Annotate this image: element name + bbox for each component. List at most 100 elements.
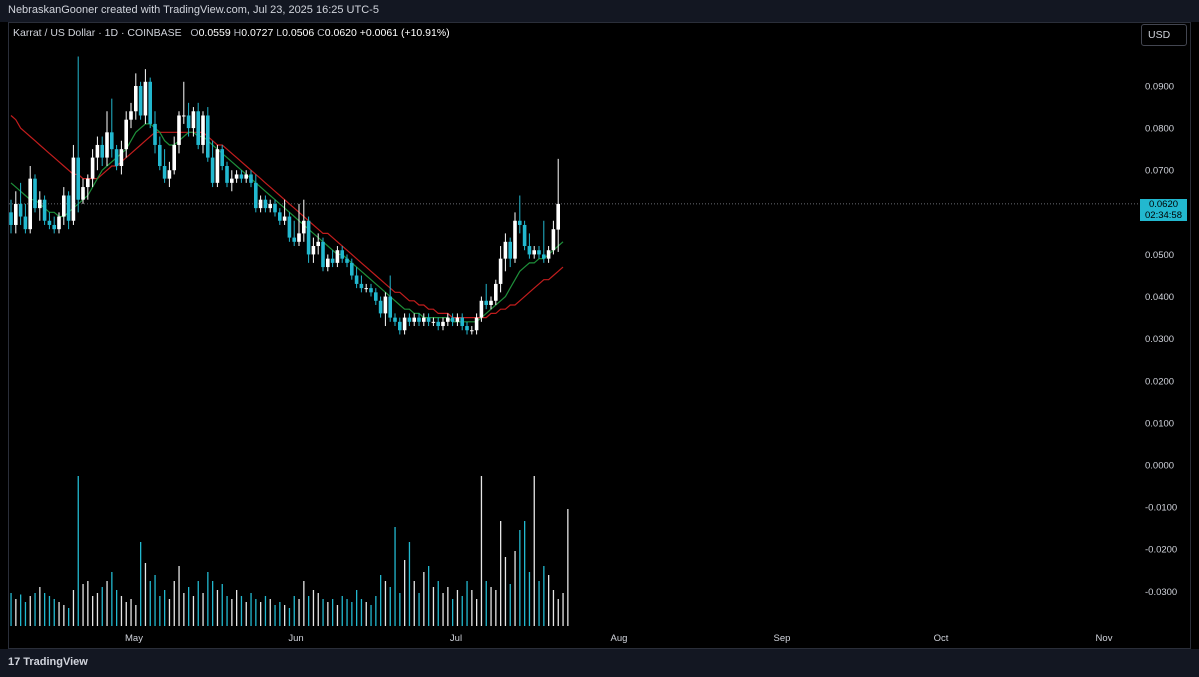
volume-bar [221, 584, 223, 626]
volume-bar [504, 557, 507, 626]
candle-body [326, 258, 330, 268]
candle-body [249, 174, 253, 183]
candle-body [374, 292, 378, 301]
volume-bar [514, 551, 516, 626]
candle-body [52, 224, 56, 230]
volume-bar [394, 527, 396, 626]
candle-body [393, 317, 397, 322]
volume-bar [456, 590, 459, 626]
high-label: H [233, 27, 242, 39]
tradingview-logo[interactable]: 17 TradingView [8, 656, 88, 668]
volume-bar [312, 590, 315, 626]
low-label: L [276, 27, 283, 39]
candle-body [143, 81, 148, 116]
volume-bar [274, 605, 276, 626]
volume-bar [500, 521, 502, 626]
candle-body [76, 157, 80, 200]
volume-bar [346, 599, 348, 626]
candle-body [369, 288, 373, 293]
volume-bar [130, 599, 132, 626]
tradingview-brand: TradingView [23, 656, 88, 668]
volume-bar [327, 602, 329, 626]
candle-body [119, 149, 124, 167]
candle-body [460, 317, 464, 327]
volume-bar [528, 572, 531, 626]
close-value: 0.0620 [324, 27, 357, 39]
volume-bar [250, 593, 252, 626]
volume-bar [125, 602, 127, 626]
volume-bar [106, 581, 108, 626]
volume-bar [408, 542, 411, 626]
candle-body [138, 86, 143, 116]
volume-bar [226, 596, 228, 626]
x-tick-label: May [125, 633, 143, 644]
open-label: O [190, 27, 199, 39]
volume-bar [471, 590, 473, 626]
y-tick-label: 0.0200 [1145, 376, 1174, 387]
candle-body [254, 182, 258, 209]
volume-bar [207, 572, 209, 626]
candle-body [167, 170, 172, 179]
last-price-label: 0.0620 02:34:58 [1140, 199, 1187, 221]
volume-bar [404, 560, 406, 626]
symbol-name: Karrat / US Dollar · 1D · COINBASE [13, 27, 182, 39]
volume-bar [20, 594, 22, 626]
volume-bar [216, 590, 219, 626]
volume-bar [490, 587, 492, 626]
volume-bar [260, 602, 262, 626]
volume-bar [317, 593, 319, 626]
candle-body [436, 321, 440, 327]
volume-bar [144, 563, 147, 626]
volume-bar [298, 599, 300, 626]
volume-bar [480, 476, 483, 626]
candle-body [23, 216, 28, 230]
candle-body [359, 283, 364, 289]
volume-bar [77, 476, 79, 626]
volume-bar [384, 581, 387, 626]
close-label: C [317, 27, 325, 39]
candle-body [522, 224, 527, 247]
candle-body [402, 317, 407, 331]
volume-bar [322, 599, 324, 626]
candle-body [498, 258, 503, 284]
volume-bar [58, 602, 60, 626]
candle-body [191, 111, 196, 129]
volume-bar [389, 587, 391, 626]
volume-bar [370, 605, 372, 626]
candle-body [196, 111, 200, 145]
y-tick-label: 0.0900 [1145, 82, 1174, 93]
volume-bar [178, 566, 180, 626]
candle-body [182, 115, 186, 117]
volume-bar [96, 593, 99, 626]
candle-body [297, 233, 301, 242]
high-value: 0.0727 [241, 27, 274, 39]
candle-body [239, 174, 244, 179]
volume-bar [192, 596, 195, 626]
x-tick-label: Aug [611, 633, 628, 644]
candle-body [551, 229, 556, 251]
volume-bar [447, 587, 449, 626]
currency-button[interactable]: USD [1141, 24, 1187, 46]
volume-bar [432, 587, 435, 626]
volume-bar [533, 476, 535, 626]
volume-bar [72, 590, 75, 626]
volume-bar [231, 599, 233, 626]
y-tick-label: 0.0300 [1145, 334, 1174, 345]
volume-bar [202, 593, 204, 626]
x-tick-label: Nov [1096, 633, 1113, 644]
candle-body [446, 317, 450, 322]
candle-body [66, 195, 71, 221]
volume-bar [68, 608, 70, 626]
candle-body [162, 166, 167, 179]
candle-body [412, 317, 416, 322]
candle-body [407, 317, 412, 322]
symbol-legend: Karrat / US Dollar · 1D · COINBASE O0.05… [13, 27, 450, 39]
volume-bar [509, 584, 511, 626]
volume-bar [336, 605, 339, 626]
y-tick-label: -0.0100 [1145, 503, 1177, 514]
time-axis: May Jun Jul Aug Sep Oct Nov [125, 633, 1113, 644]
candle-body [234, 174, 239, 179]
candle-body [398, 321, 402, 331]
volume-bar [44, 593, 46, 626]
